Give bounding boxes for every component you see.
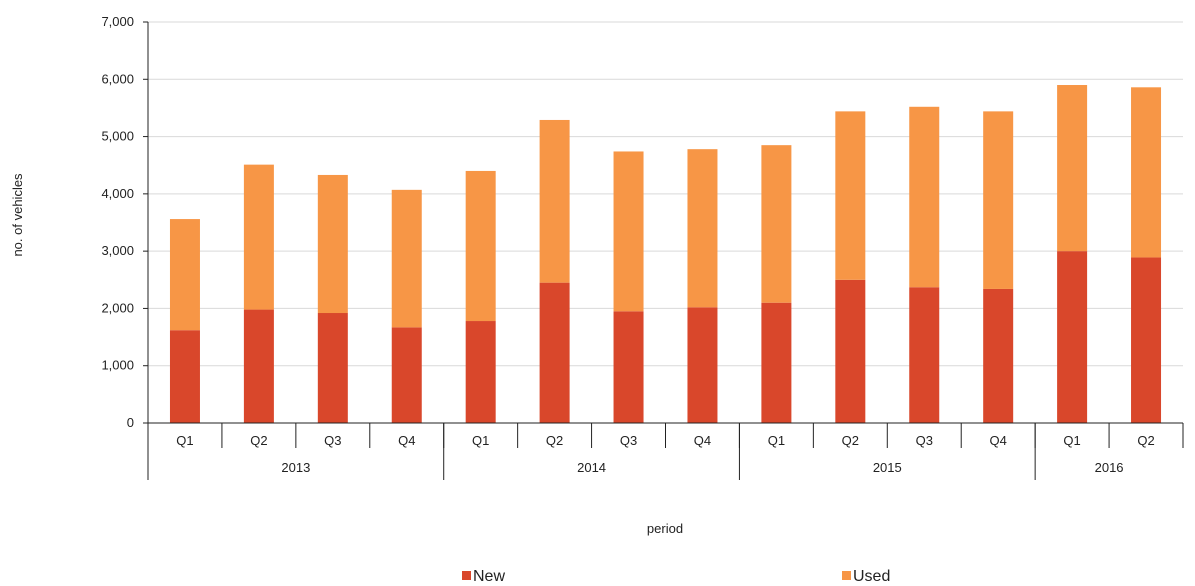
bar-new	[465, 321, 496, 423]
bar-used	[909, 106, 940, 288]
bar-used	[1131, 87, 1162, 258]
bar-new	[983, 288, 1014, 423]
bar-new	[1131, 257, 1162, 423]
y-tick-label: 0	[127, 415, 134, 430]
x-tick-label: Q1	[176, 433, 193, 448]
bar-used	[613, 151, 644, 312]
y-tick-label: 4,000	[101, 186, 134, 201]
bar-new	[613, 311, 644, 423]
x-tick-label: Q3	[620, 433, 637, 448]
bar-used	[687, 149, 718, 308]
bar-new	[1057, 251, 1088, 423]
y-tick-label: 2,000	[101, 300, 134, 315]
x-tick-label: Q1	[1063, 433, 1080, 448]
x-tick-label: Q2	[842, 433, 859, 448]
bar-used	[835, 111, 866, 280]
x-tick-label: Q1	[768, 433, 785, 448]
y-tick-label: 3,000	[101, 243, 134, 258]
group-label: 2015	[873, 460, 902, 475]
x-tick-label: Q2	[546, 433, 563, 448]
legend-swatch-new	[462, 571, 471, 580]
bar-used	[539, 119, 570, 283]
y-axis-title: no. of vehicles	[10, 173, 25, 257]
group-label: 2014	[577, 460, 606, 475]
legend-label-used: Used	[853, 568, 890, 585]
y-tick-label: 7,000	[101, 14, 134, 29]
bar-new	[243, 309, 274, 423]
bar-used	[169, 219, 200, 331]
bar-new	[169, 330, 200, 423]
x-tick-label: Q4	[990, 433, 1007, 448]
x-tick-label: Q3	[916, 433, 933, 448]
x-tick-label: Q4	[694, 433, 711, 448]
bar-used	[391, 189, 422, 328]
bar-new	[835, 279, 866, 423]
bar-used	[983, 111, 1014, 289]
bar-new	[391, 327, 422, 423]
x-tick-label: Q3	[324, 433, 341, 448]
y-tick-label: 5,000	[101, 129, 134, 144]
bar-used	[317, 174, 348, 314]
group-label: 2016	[1095, 460, 1124, 475]
bar-new	[909, 287, 940, 423]
x-tick-label: Q1	[472, 433, 489, 448]
bar-new	[687, 307, 718, 423]
bar-used	[465, 170, 496, 322]
gridlines	[148, 21, 1183, 367]
x-tick-label: Q4	[398, 433, 415, 448]
axes: 0 1,000 2,000 3,000 4,000 5,000 6,000 7,000 Q1 Q2…	[101, 14, 1184, 480]
legend-swatch-used	[842, 571, 851, 580]
bar-new	[761, 302, 792, 423]
legend: New Used	[462, 568, 890, 585]
bar-used	[761, 145, 792, 303]
bar-new	[539, 282, 570, 423]
x-tick-label: Q2	[1137, 433, 1154, 448]
x-tick-label: Q2	[250, 433, 267, 448]
y-tick-label: 1,000	[101, 358, 134, 373]
y-tick-label: 6,000	[101, 71, 134, 86]
bar-new	[317, 313, 348, 423]
bar-used	[1057, 85, 1088, 252]
bar-used	[243, 164, 274, 310]
legend-label-new: New	[473, 568, 505, 585]
bars	[169, 85, 1162, 423]
x-axis-title: period	[647, 521, 683, 536]
group-label: 2013	[281, 460, 310, 475]
